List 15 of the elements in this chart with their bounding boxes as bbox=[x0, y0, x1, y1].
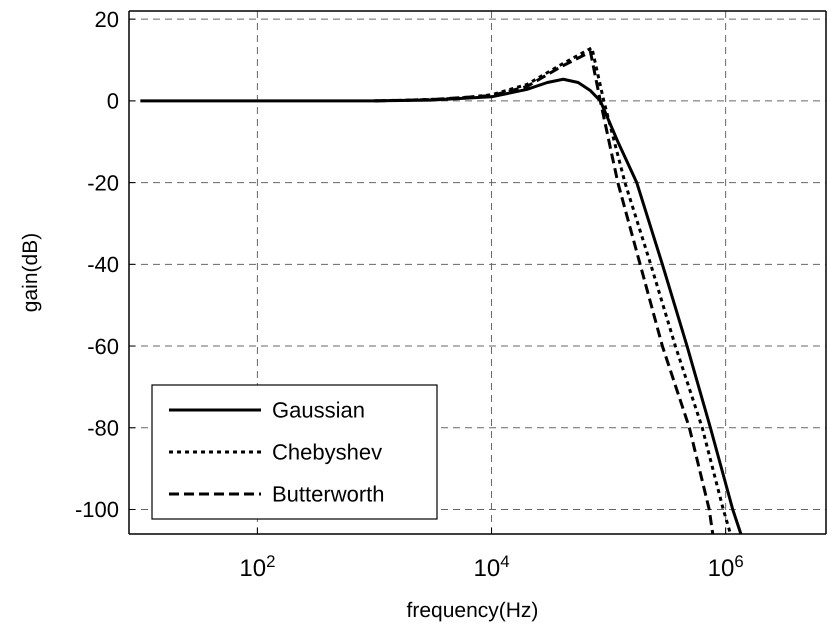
y-tick-label: 20 bbox=[94, 6, 119, 32]
y-tick-label: -80 bbox=[87, 415, 119, 440]
y-tick-label: 0 bbox=[106, 88, 119, 114]
y-axis-title: gain(dB) bbox=[19, 232, 42, 312]
y-tick-label: -20 bbox=[87, 170, 119, 196]
y-tick-label: -100 bbox=[74, 497, 119, 522]
y-tick-label: -40 bbox=[87, 252, 119, 278]
y-tick-label: -60 bbox=[87, 334, 119, 359]
x-tick-label: 10$^{2}$ bbox=[239, 552, 276, 582]
legend-label: Butterworth bbox=[272, 482, 384, 507]
x-tick-label: 10$^{6}$ bbox=[708, 552, 744, 582]
legend-label: Chebyshev bbox=[272, 440, 382, 465]
x-tick-label: 10$^{4}$ bbox=[474, 552, 510, 582]
x-axis-title: frequency(Hz) bbox=[406, 599, 538, 622]
legend-label: Gaussian bbox=[272, 398, 365, 423]
